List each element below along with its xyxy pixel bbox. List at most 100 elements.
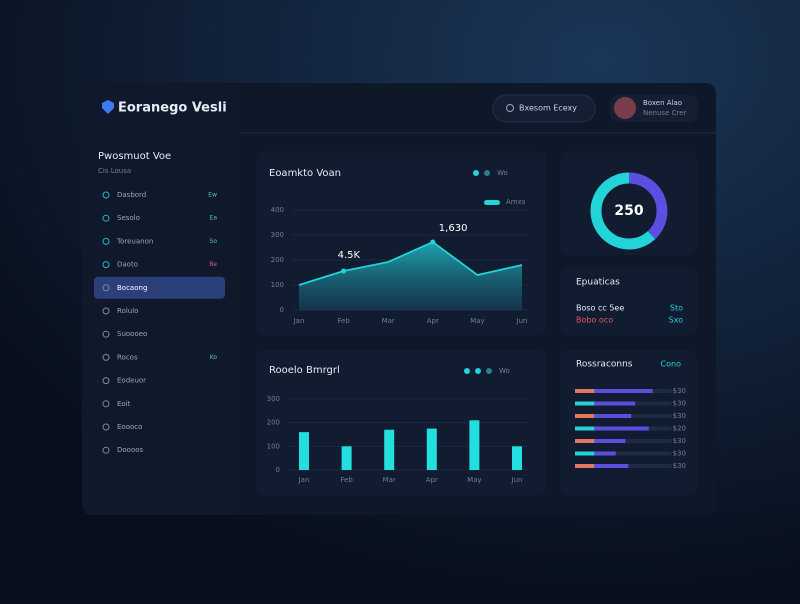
menu-item[interactable]: Dasbord (117, 191, 146, 199)
progress-segment (575, 451, 595, 456)
user-role: Nenuse Crer (643, 109, 687, 117)
menu-item[interactable]: Suoooeo (117, 330, 147, 338)
area (299, 242, 522, 310)
x-tick-label: May (470, 317, 484, 325)
menu-item[interactable]: Eodeuor (117, 377, 146, 385)
menu-icon (102, 400, 110, 408)
legend-dot (484, 170, 490, 176)
toggle[interactable] (484, 200, 500, 205)
donut-center: 250 (614, 203, 643, 219)
progress-segment (575, 439, 595, 443)
progress-label: $30 (673, 400, 686, 408)
menu-badge: Be (209, 261, 217, 268)
progress-segment (594, 426, 649, 431)
menu-item[interactable]: Eoooco (117, 423, 142, 431)
x-tick-label: Jan (293, 317, 305, 325)
y-tick-label: 100 (271, 281, 284, 289)
menu-item[interactable]: Toreuanon (116, 237, 153, 245)
progress-label: $30 (673, 450, 686, 458)
menu-active (94, 276, 225, 299)
menu-item[interactable]: Rolulo (117, 307, 138, 315)
x-tick-label: Jun (511, 476, 523, 484)
progress-card (560, 350, 697, 495)
legend-dot (473, 170, 479, 176)
menu-icon (102, 353, 110, 361)
bar-title: Rooelo Bmrgrl (269, 365, 340, 376)
menu-icon (102, 307, 110, 315)
point (430, 239, 436, 245)
legend-text: Wo (497, 169, 508, 177)
x-tick-label: Feb (337, 317, 350, 325)
search-icon (506, 104, 514, 112)
menu-badge: Ew (208, 192, 217, 199)
stats-title: Epuaticas (576, 278, 620, 288)
legend-text: Wo (499, 367, 510, 375)
logo (102, 100, 114, 114)
progress-action[interactable]: Cono (661, 360, 682, 369)
menu-icon (102, 377, 110, 385)
menu-icon (102, 284, 110, 292)
y-tick-label: 0 (280, 306, 284, 314)
menu-icon (102, 237, 110, 245)
search-box[interactable] (492, 94, 596, 123)
y-tick-label: 200 (267, 419, 280, 427)
x-tick-label: Apr (426, 476, 438, 484)
y-tick-label: 100 (267, 442, 280, 450)
point (341, 268, 347, 274)
progress-label: $30 (673, 412, 686, 420)
menu-badge: So (210, 238, 218, 245)
user-name: Boxen Alao (643, 99, 682, 107)
progress-label: $20 (673, 425, 686, 433)
menu-item[interactable]: Sesolo (117, 214, 140, 222)
legend-dot (486, 368, 492, 374)
menu-icon (102, 330, 110, 338)
search-text: Bxesom Ecexy (519, 104, 577, 113)
menu-badge: Ea (210, 215, 218, 222)
progress-segment (575, 464, 595, 468)
progress-segment (594, 451, 616, 456)
x-tick-label: Mar (383, 476, 396, 484)
line-title: Eoamkto Voan (269, 168, 341, 179)
progress-segment (594, 464, 629, 468)
progress-segment (575, 401, 595, 406)
sidebar-bg (82, 83, 238, 515)
y-tick-label: 300 (267, 395, 280, 403)
menu-item[interactable]: Eoit (117, 400, 131, 408)
y-tick-label: 0 (276, 466, 280, 474)
progress-segment (594, 414, 632, 418)
x-tick-label: May (467, 476, 481, 484)
x-tick-label: Jun (516, 317, 528, 325)
y-tick-label: 200 (271, 256, 284, 264)
x-tick-label: Jan (298, 476, 310, 484)
menu-icon (102, 261, 110, 269)
menu-badge: Ko (210, 354, 218, 361)
menu-icon (102, 423, 110, 431)
menu: Dasbord Ew Sesolo Ea Toreuanon So Daoto Be Bocao… (94, 191, 225, 454)
legend-dot (464, 368, 470, 374)
menu-icon (102, 191, 110, 199)
sidebar-subtitle: Cis Lousa (98, 167, 131, 175)
bar (426, 428, 437, 470)
y-tick-label: 400 (271, 206, 284, 214)
menu-icon (102, 214, 110, 222)
stats-left: Boso cc 5ee (576, 304, 624, 313)
brand: Eoranego Vesli (118, 101, 227, 116)
progress-segment (575, 426, 595, 431)
menu-item[interactable]: Daoto (117, 261, 138, 269)
menu-item[interactable]: Doooos (117, 446, 144, 454)
stats-right: Sto (670, 304, 683, 313)
bar (299, 432, 309, 470)
donut-segment (590, 172, 668, 250)
progress-segment (594, 439, 626, 443)
progress-segment (594, 389, 653, 393)
bar (512, 446, 522, 470)
annotation: 4.5K (338, 250, 361, 261)
menu-item[interactable]: Bocaong (117, 284, 147, 292)
y-tick-label: 300 (271, 231, 284, 239)
progress-segment (575, 389, 595, 393)
toggle-label: Amxs (506, 198, 526, 206)
bar (384, 429, 395, 470)
menu-item[interactable]: Rocos (117, 353, 138, 361)
